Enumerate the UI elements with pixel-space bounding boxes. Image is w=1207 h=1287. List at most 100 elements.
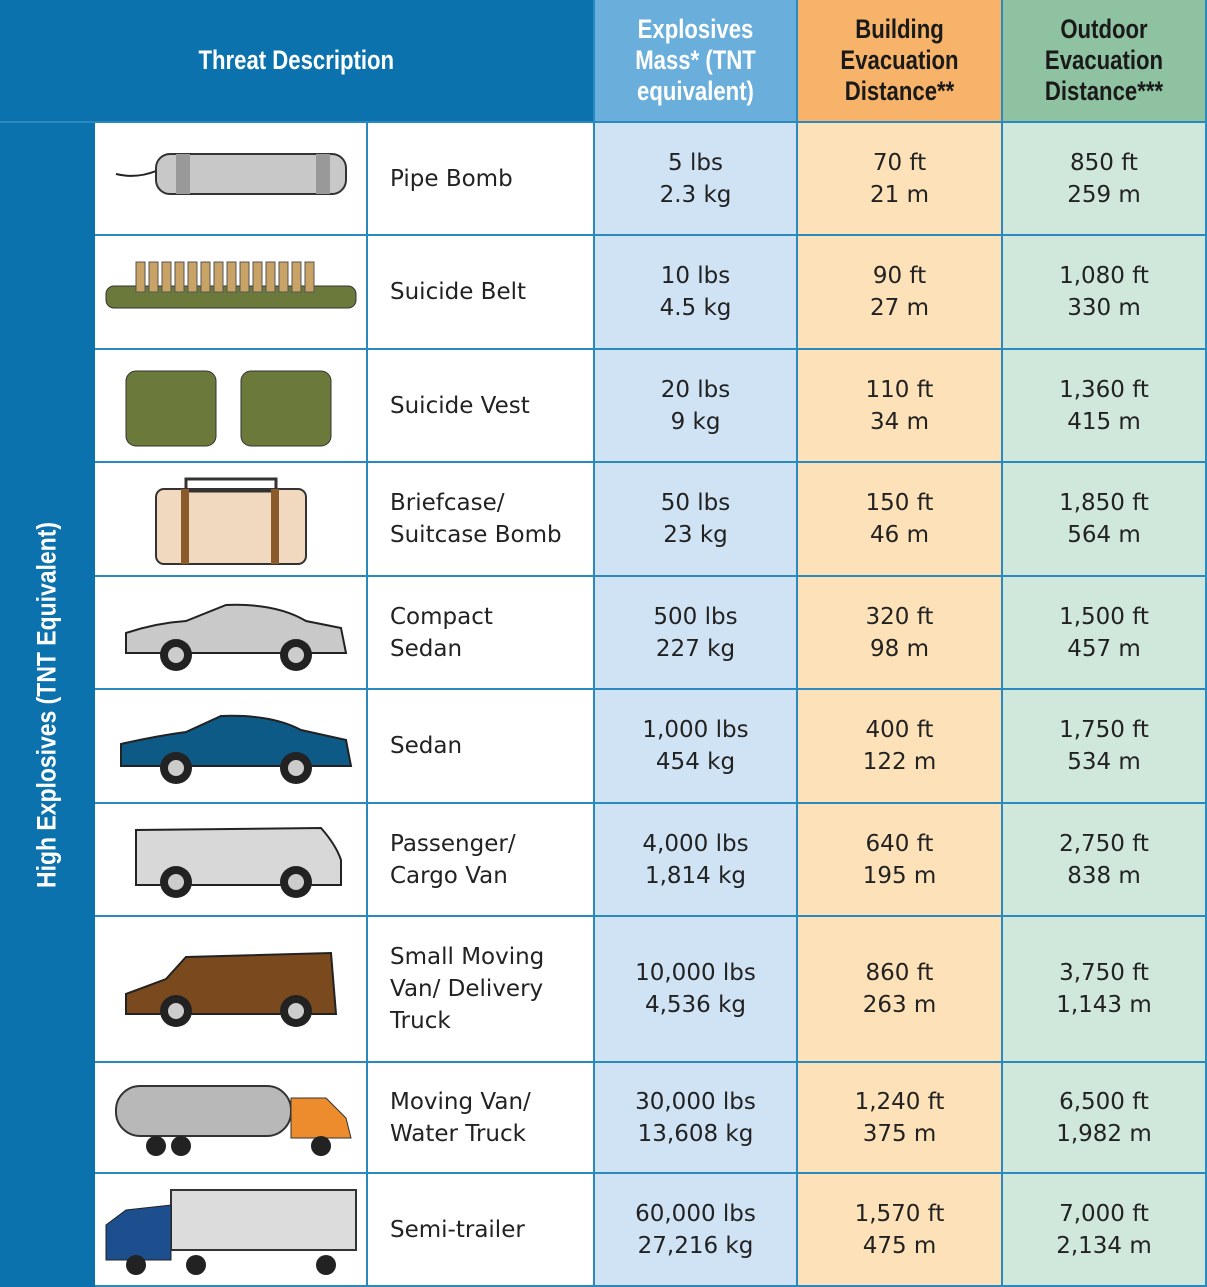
mass-cell: 60,000 lbs 27,216 kg: [595, 1174, 798, 1287]
outdoor-value: 1,143 m: [1056, 992, 1152, 1018]
outdoor-value: 1,850 ft: [1059, 490, 1149, 516]
mass-value: 50 lbs: [660, 490, 731, 516]
vehicle-icon: [119, 714, 352, 784]
mass-value: 4.5 kg: [659, 295, 732, 321]
vehicle-icon: [105, 1188, 357, 1275]
building-value: 195 m: [862, 862, 937, 889]
outdoor-value: 415 m: [1067, 408, 1141, 435]
mass-cell: 10,000 lbs 4,536 kg: [595, 917, 798, 1063]
outdoor-value: 1,360 ft: [1059, 376, 1149, 403]
outdoor-value: 457 m: [1067, 635, 1141, 662]
building-cell: 70 ft 21 m: [798, 123, 1003, 236]
image-cell: [95, 1063, 368, 1174]
building-cell: 400 ft 122 m: [798, 690, 1003, 804]
mass-cell: 1,000 lbs 454 kg: [595, 690, 798, 804]
name-cell: Briefcase/Suitcase Bomb: [368, 463, 595, 577]
mass-value: 2.3 kg: [659, 181, 732, 208]
outdoor-cell: 1,750 ft 534 m: [1003, 690, 1207, 804]
mass-value: 9 kg: [670, 408, 721, 435]
vehicle-icon: [124, 603, 347, 671]
image-cell: [95, 236, 368, 350]
side-column: High Explosives (TNT Equivalent): [0, 123, 95, 1287]
building-value: 34 m: [870, 408, 929, 435]
threat-name: Suicide Vest: [390, 392, 530, 419]
building-cell: 640 ft 195 m: [798, 804, 1003, 917]
building-value: 90 ft: [872, 263, 927, 289]
header-text: Explosives Mass* (TNT equivalent): [635, 14, 756, 106]
outdoor-cell: 850 ft 259 m: [1003, 123, 1207, 236]
outdoor-cell: 1,500 ft 457 m: [1003, 577, 1207, 690]
building-value: 1,240 ft: [854, 1088, 945, 1115]
vehicle-icon: [125, 370, 331, 446]
name-cell: Moving Van/Water Truck: [368, 1063, 595, 1174]
outdoor-value: 7,000 ft: [1059, 1200, 1149, 1227]
outdoor-value: 2,750 ft: [1059, 830, 1149, 857]
building-value: 150 ft: [865, 490, 934, 516]
building-value: 46 m: [870, 522, 929, 548]
mass-value: 30,000 lbs: [635, 1088, 756, 1115]
mass-value: 1,814 kg: [644, 862, 747, 889]
mass-cell: 10 lbs 4.5 kg: [595, 236, 798, 350]
threat-name: Compact: [390, 603, 493, 630]
threat-name: Truck: [390, 1008, 451, 1034]
vehicle-icon: [105, 261, 356, 309]
threat-name: Pipe Bomb: [390, 165, 513, 192]
outdoor-cell: 6,500 ft 1,982 m: [1003, 1063, 1207, 1174]
vehicle-icon: [115, 152, 347, 195]
image-cell: [95, 1174, 368, 1287]
mass-value: 5 lbs: [668, 149, 723, 176]
mass-value: 20 lbs: [660, 376, 731, 403]
outdoor-value: 850 ft: [1070, 149, 1138, 176]
image-cell: [95, 123, 368, 236]
vehicle-icon: [154, 477, 307, 565]
threat-name: Suicide Belt: [390, 279, 527, 305]
outdoor-value: 6,500 ft: [1059, 1088, 1149, 1115]
header-text: Outdoor Evacuation Distance***: [1044, 14, 1164, 106]
threat-name: Moving Van/: [390, 1088, 531, 1115]
vehicle-icon: [114, 1084, 352, 1156]
outdoor-value: 534 m: [1067, 749, 1141, 775]
building-cell: 860 ft 263 m: [798, 917, 1003, 1063]
building-value: 98 m: [870, 635, 929, 662]
mass-cell: 50 lbs 23 kg: [595, 463, 798, 577]
outdoor-value: 2,134 m: [1056, 1232, 1152, 1259]
outdoor-value: 1,080 ft: [1059, 263, 1149, 289]
outdoor-value: 1,500 ft: [1059, 603, 1149, 630]
image-cell: [95, 917, 368, 1063]
outdoor-value: 564 m: [1067, 522, 1141, 548]
threat-name: Briefcase/: [390, 490, 505, 516]
outdoor-value: 1,982 m: [1056, 1120, 1152, 1147]
threat-name: Small Moving: [390, 944, 545, 970]
image-cell: [95, 690, 368, 804]
building-value: 400 ft: [865, 717, 934, 743]
building-value: 110 ft: [865, 376, 934, 403]
building-value: 122 m: [862, 749, 937, 775]
building-value: 320 ft: [865, 603, 934, 630]
header-cell: Threat Description: [0, 0, 595, 123]
image-cell: [95, 577, 368, 690]
threat-name: Semi-trailer: [390, 1216, 525, 1243]
mass-value: 4,536 kg: [644, 992, 747, 1018]
header-cell: Outdoor Evacuation Distance***: [1003, 0, 1207, 123]
mass-value: 60,000 lbs: [635, 1200, 756, 1227]
header-text: Building Evacuation Distance**: [840, 14, 959, 106]
vehicle-icon: [124, 951, 337, 1027]
mass-value: 10,000 lbs: [635, 960, 756, 986]
mass-cell: 4,000 lbs 1,814 kg: [595, 804, 798, 917]
outdoor-cell: 3,750 ft 1,143 m: [1003, 917, 1207, 1063]
outdoor-value: 1,750 ft: [1059, 717, 1149, 743]
building-cell: 150 ft 46 m: [798, 463, 1003, 577]
name-cell: Small Moving Van/ Delivery Truck: [368, 917, 595, 1063]
mass-value: 500 lbs: [653, 603, 738, 630]
name-cell: Compact Sedan: [368, 577, 595, 690]
name-cell: Suicide Belt: [368, 236, 595, 350]
threat-name: Suitcase Bomb: [390, 522, 562, 548]
mass-cell: 30,000 lbs 13,608 kg: [595, 1063, 798, 1174]
building-cell: 110 ft 34 m: [798, 350, 1003, 463]
outdoor-value: 259 m: [1067, 181, 1141, 208]
threat-name: Passenger/: [390, 830, 516, 857]
threat-name: Water Truck: [390, 1120, 526, 1147]
building-value: 475 m: [862, 1232, 937, 1259]
header-cell: Explosives Mass* (TNT equivalent): [595, 0, 798, 123]
